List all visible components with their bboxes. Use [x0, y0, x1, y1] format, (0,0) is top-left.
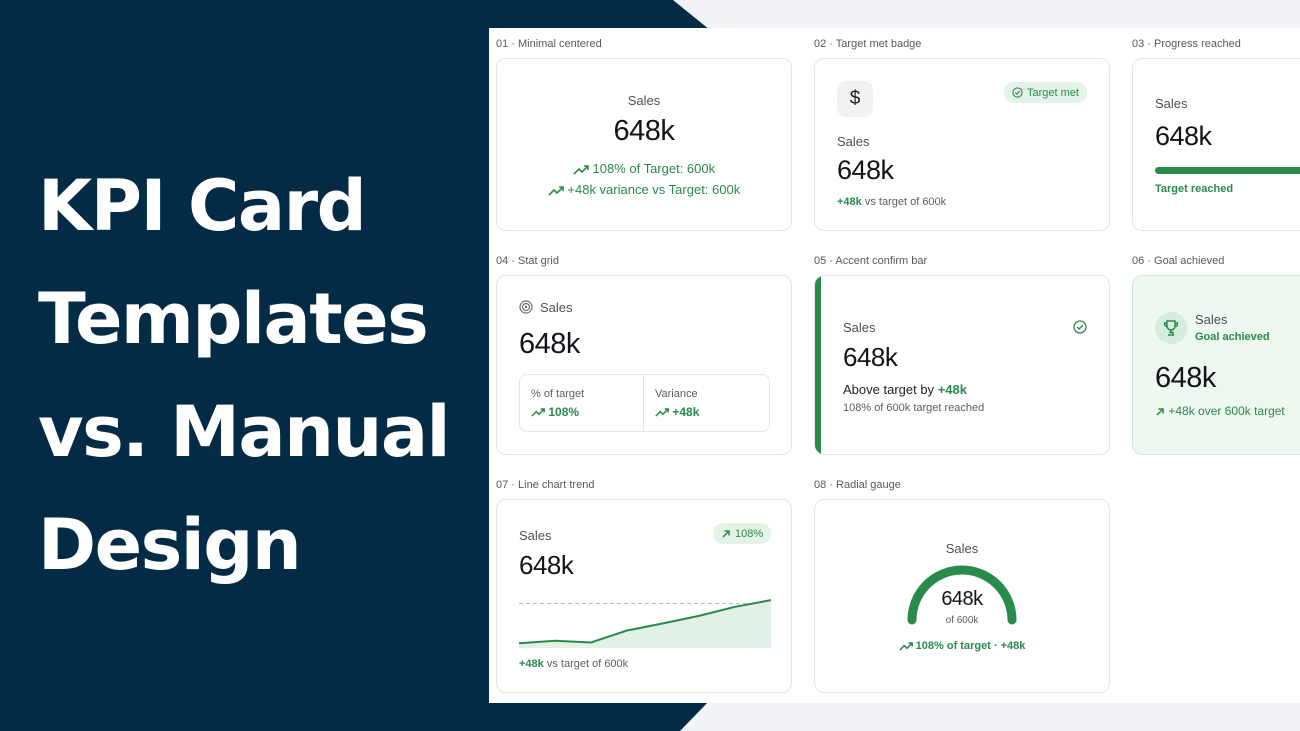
card-02-label: 02 · Target met badge: [814, 38, 922, 50]
variance-line: +48k variance vs Target: 600k: [497, 182, 791, 197]
card-line-chart-trend[interactable]: Sales 108% 648k +48k vs target of 600k: [496, 499, 792, 693]
badge-text: Target met: [1027, 86, 1079, 99]
goal-line: +48k over 600k target: [1155, 404, 1285, 418]
target-text: 108% of Target: 600k: [592, 161, 716, 176]
card-title: Sales: [837, 134, 870, 149]
target-line: 108% of Target: 600k: [497, 161, 791, 176]
progress-status: Target reached: [1155, 183, 1234, 195]
stat-percent: 108%: [531, 405, 579, 419]
hero-line-4: Design: [38, 504, 302, 586]
check-circle-icon: [1012, 87, 1023, 98]
delta-value: +48k: [519, 658, 544, 670]
target-reached-sub: 108% of 600k target reached: [843, 402, 985, 414]
hero-line-3: vs. Manual: [38, 391, 451, 473]
card-value: 648k: [613, 115, 675, 147]
trend-up-icon: [655, 408, 669, 417]
goal-status: Goal achieved: [1195, 331, 1270, 343]
trend-area: [519, 600, 771, 648]
stat-variance: +48k: [655, 405, 699, 419]
card-07-label: 07 · Line chart trend: [496, 479, 595, 491]
progress-fill: [1155, 167, 1300, 174]
card-06-label: 06 · Goal achieved: [1132, 255, 1225, 267]
delta-text: vs target of 600k: [546, 658, 629, 670]
above-target-text: Above target by: [843, 382, 935, 397]
card-08-label: 08 · Radial gauge: [814, 479, 901, 491]
trend-line: [519, 599, 771, 645]
trend-up-icon: [548, 185, 564, 196]
card-stat-grid[interactable]: Sales 648k % of target 108% Variance +48…: [496, 275, 792, 455]
stat-label-variance: Variance: [655, 388, 698, 400]
card-title: Sales: [1195, 312, 1228, 327]
card-title: Sales: [627, 93, 661, 108]
card-title: Sales: [945, 541, 979, 556]
above-target-delta: +48k: [937, 382, 967, 397]
trend-up-icon: [531, 408, 545, 417]
stat-divider: [643, 375, 644, 431]
arrow-up-right-icon: [722, 529, 730, 538]
target-icon: [519, 300, 533, 314]
card-value: 648k: [519, 550, 574, 580]
stat-percent-value: 108%: [548, 405, 580, 419]
radial-gauge: [907, 565, 1017, 625]
trend-up-icon: [573, 164, 589, 175]
card-target-met-badge[interactable]: $ Target met Sales 648k +48k vs target o…: [814, 58, 1110, 231]
variance-text: +48k variance vs Target: 600k: [567, 182, 741, 197]
hero-title: KPI Card Templates vs. Manual Design: [38, 150, 488, 602]
card-04-label: 04 · Stat grid: [496, 255, 559, 267]
templates-panel: 01 · Minimal centered Sales 648k 108% of…: [489, 28, 1300, 703]
card-01-label: 01 · Minimal centered: [496, 38, 602, 50]
card-value: 648k: [519, 328, 580, 360]
target-met-badge: Target met: [1004, 82, 1087, 103]
card-05-label: 05 · Accent confirm bar: [814, 255, 928, 267]
check-circle-icon: [1073, 320, 1087, 334]
card-goal-achieved[interactable]: Sales Goal achieved 648k +48k over 600k …: [1132, 275, 1300, 455]
card-value: 648k: [1155, 121, 1212, 151]
delta-text: vs target of 600k: [864, 196, 947, 208]
arrow-up-right-icon: [1156, 408, 1164, 416]
card-progress-reached[interactable]: Sales 648k Target reached: [1132, 58, 1300, 231]
gauge-sub: of 600k: [945, 615, 979, 626]
card-title: Sales: [843, 320, 876, 335]
above-target-line: Above target by +48k: [843, 382, 967, 397]
goal-line-text: +48k over 600k target: [1168, 404, 1285, 418]
card-03-label: 03 · Progress reached: [1132, 38, 1241, 50]
card-accent-confirm-bar[interactable]: Sales 648k Above target by +48k 108% of …: [814, 275, 1110, 455]
card-radial-gauge[interactable]: Sales 648k of 600k 108% of target · +48k: [814, 499, 1110, 693]
card-value: 648k: [837, 155, 894, 185]
delta-line: +48k vs target of 600k: [519, 658, 628, 670]
stat-grid: % of target 108% Variance +48k: [519, 374, 770, 432]
card-minimal-centered[interactable]: Sales 648k 108% of Target: 600k +48k var…: [496, 58, 792, 231]
gauge-value: 648k: [941, 588, 983, 610]
stat-variance-value: +48k: [672, 405, 700, 419]
trend-chart: [519, 599, 771, 648]
card-title: Sales: [540, 300, 573, 315]
card-title: Sales: [519, 528, 552, 543]
hero-line-2: Templates: [38, 278, 429, 360]
gauge-fill: [907, 565, 1017, 625]
progress-track: [1155, 167, 1300, 174]
card-value: 648k: [1155, 362, 1216, 394]
delta-line: +48k vs target of 600k: [837, 196, 946, 208]
trend-badge-text: 108%: [735, 527, 764, 540]
hero-line-1: KPI Card: [38, 165, 367, 247]
dollar-icon: $: [837, 81, 873, 117]
card-value: 648k: [843, 342, 898, 372]
card-title: Sales: [1155, 96, 1188, 111]
gauge-line-text: 108% of target · +48k: [915, 640, 1026, 652]
trend-badge: 108%: [713, 523, 772, 544]
trend-up-icon: [898, 641, 913, 651]
accent-bar: [815, 276, 821, 454]
stat-label-percent: % of target: [531, 388, 585, 400]
trophy-icon: [1155, 312, 1187, 344]
delta-value: +48k: [837, 196, 862, 208]
gauge-line: 108% of target · +48k: [815, 640, 1109, 652]
